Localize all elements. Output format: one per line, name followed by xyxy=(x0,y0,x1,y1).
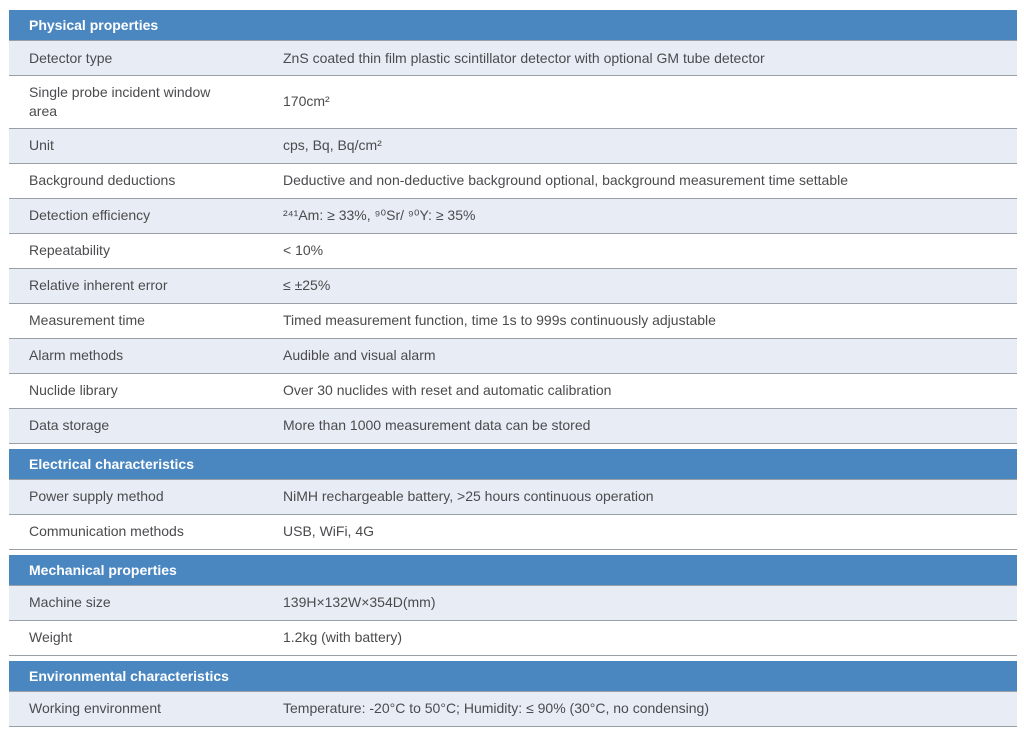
specifications-table: Physical properties Detector type ZnS co… xyxy=(9,10,1017,727)
table-row: Machine size 139H×132W×354D(mm) xyxy=(9,585,1017,621)
table-row: Data storage More than 1000 measurement … xyxy=(9,408,1017,444)
spec-label: Weight xyxy=(29,629,73,646)
section-header: Physical properties xyxy=(9,10,1017,41)
spec-label: Communication methods xyxy=(29,523,184,540)
table-row: Relative inherent error ≤ ±25% xyxy=(9,268,1017,304)
table-row: Alarm methods Audible and visual alarm xyxy=(9,338,1017,374)
table-row: Single probe incident window area 170cm² xyxy=(9,76,1017,129)
table-row: Detection efficiency ²⁴¹Am: ≥ 33%, ⁹⁰Sr/… xyxy=(9,198,1017,234)
spec-value: Deductive and non-deductive background o… xyxy=(283,172,849,189)
table-row: Communication methods USB, WiFi, 4G xyxy=(9,514,1017,550)
spec-value: NiMH rechargeable battery, >25 hours con… xyxy=(283,488,654,505)
section-header: Environmental characteristics xyxy=(9,660,1017,692)
section-title: Physical properties xyxy=(29,17,159,33)
spec-value: Audible and visual alarm xyxy=(283,347,436,364)
spec-value: 1.2kg (with battery) xyxy=(283,629,403,646)
section-title: Environmental characteristics xyxy=(29,667,229,684)
spec-label: Repeatability xyxy=(29,242,110,259)
section-header: Mechanical properties xyxy=(9,554,1017,586)
spec-value: ZnS coated thin film plastic scintillato… xyxy=(283,49,765,66)
spec-value: Timed measurement function, time 1s to 9… xyxy=(283,312,716,329)
spec-label: Relative inherent error xyxy=(29,277,168,294)
spec-label: Power supply method xyxy=(29,488,164,505)
table-row: Measurement time Timed measurement funct… xyxy=(9,303,1017,339)
table-row: Nuclide library Over 30 nuclides with re… xyxy=(9,373,1017,409)
spec-label: Unit xyxy=(29,137,54,154)
table-row: Unit cps, Bq, Bq/cm² xyxy=(9,128,1017,164)
table-row: Detector type ZnS coated thin film plast… xyxy=(9,41,1017,76)
section-environmental-characteristics: Environmental characteristics Working en… xyxy=(9,660,1017,727)
spec-value: < 10% xyxy=(283,242,324,259)
table-row: Power supply method NiMH rechargeable ba… xyxy=(9,479,1017,515)
spec-label: Data storage xyxy=(29,417,110,434)
spec-label: Detector type xyxy=(29,49,113,66)
spec-label: Measurement time xyxy=(29,312,145,329)
spec-value: ²⁴¹Am: ≥ 33%, ⁹⁰Sr/ ⁹⁰Y: ≥ 35% xyxy=(283,207,476,224)
spec-value: cps, Bq, Bq/cm² xyxy=(283,137,382,154)
spec-label: Nuclide library xyxy=(29,382,118,399)
spec-value: More than 1000 measurement data can be s… xyxy=(283,417,591,434)
spec-value: Over 30 nuclides with reset and automati… xyxy=(283,382,612,399)
spec-label: Alarm methods xyxy=(29,347,124,364)
spec-label: Machine size xyxy=(29,594,111,611)
section-mechanical-properties: Mechanical properties Machine size 139H×… xyxy=(9,554,1017,656)
section-title: Mechanical properties xyxy=(29,561,177,578)
section-title: Electrical characteristics xyxy=(29,455,194,472)
spec-value: Temperature: -20°C to 50°C; Humidity: ≤ … xyxy=(283,700,710,717)
spec-value: 170cm² xyxy=(283,93,330,110)
spec-label: Working environment xyxy=(29,700,162,717)
spec-label: Background deductions xyxy=(29,172,176,189)
table-row: Working environment Temperature: -20°C t… xyxy=(9,691,1017,727)
spec-value: ≤ ±25% xyxy=(283,277,331,294)
spec-label: Single probe incident window area xyxy=(29,84,211,119)
section-physical-properties: Physical properties Detector type ZnS co… xyxy=(9,10,1017,444)
spec-value: 139H×132W×354D(mm) xyxy=(283,594,436,611)
table-row: Weight 1.2kg (with battery) xyxy=(9,620,1017,656)
spec-label: Detection efficiency xyxy=(29,207,151,224)
section-header: Electrical characteristics xyxy=(9,448,1017,480)
section-electrical-characteristics: Electrical characteristics Power supply … xyxy=(9,448,1017,550)
table-row: Repeatability < 10% xyxy=(9,233,1017,269)
spec-value: USB, WiFi, 4G xyxy=(283,523,375,540)
table-row: Background deductions Deductive and non-… xyxy=(9,163,1017,199)
